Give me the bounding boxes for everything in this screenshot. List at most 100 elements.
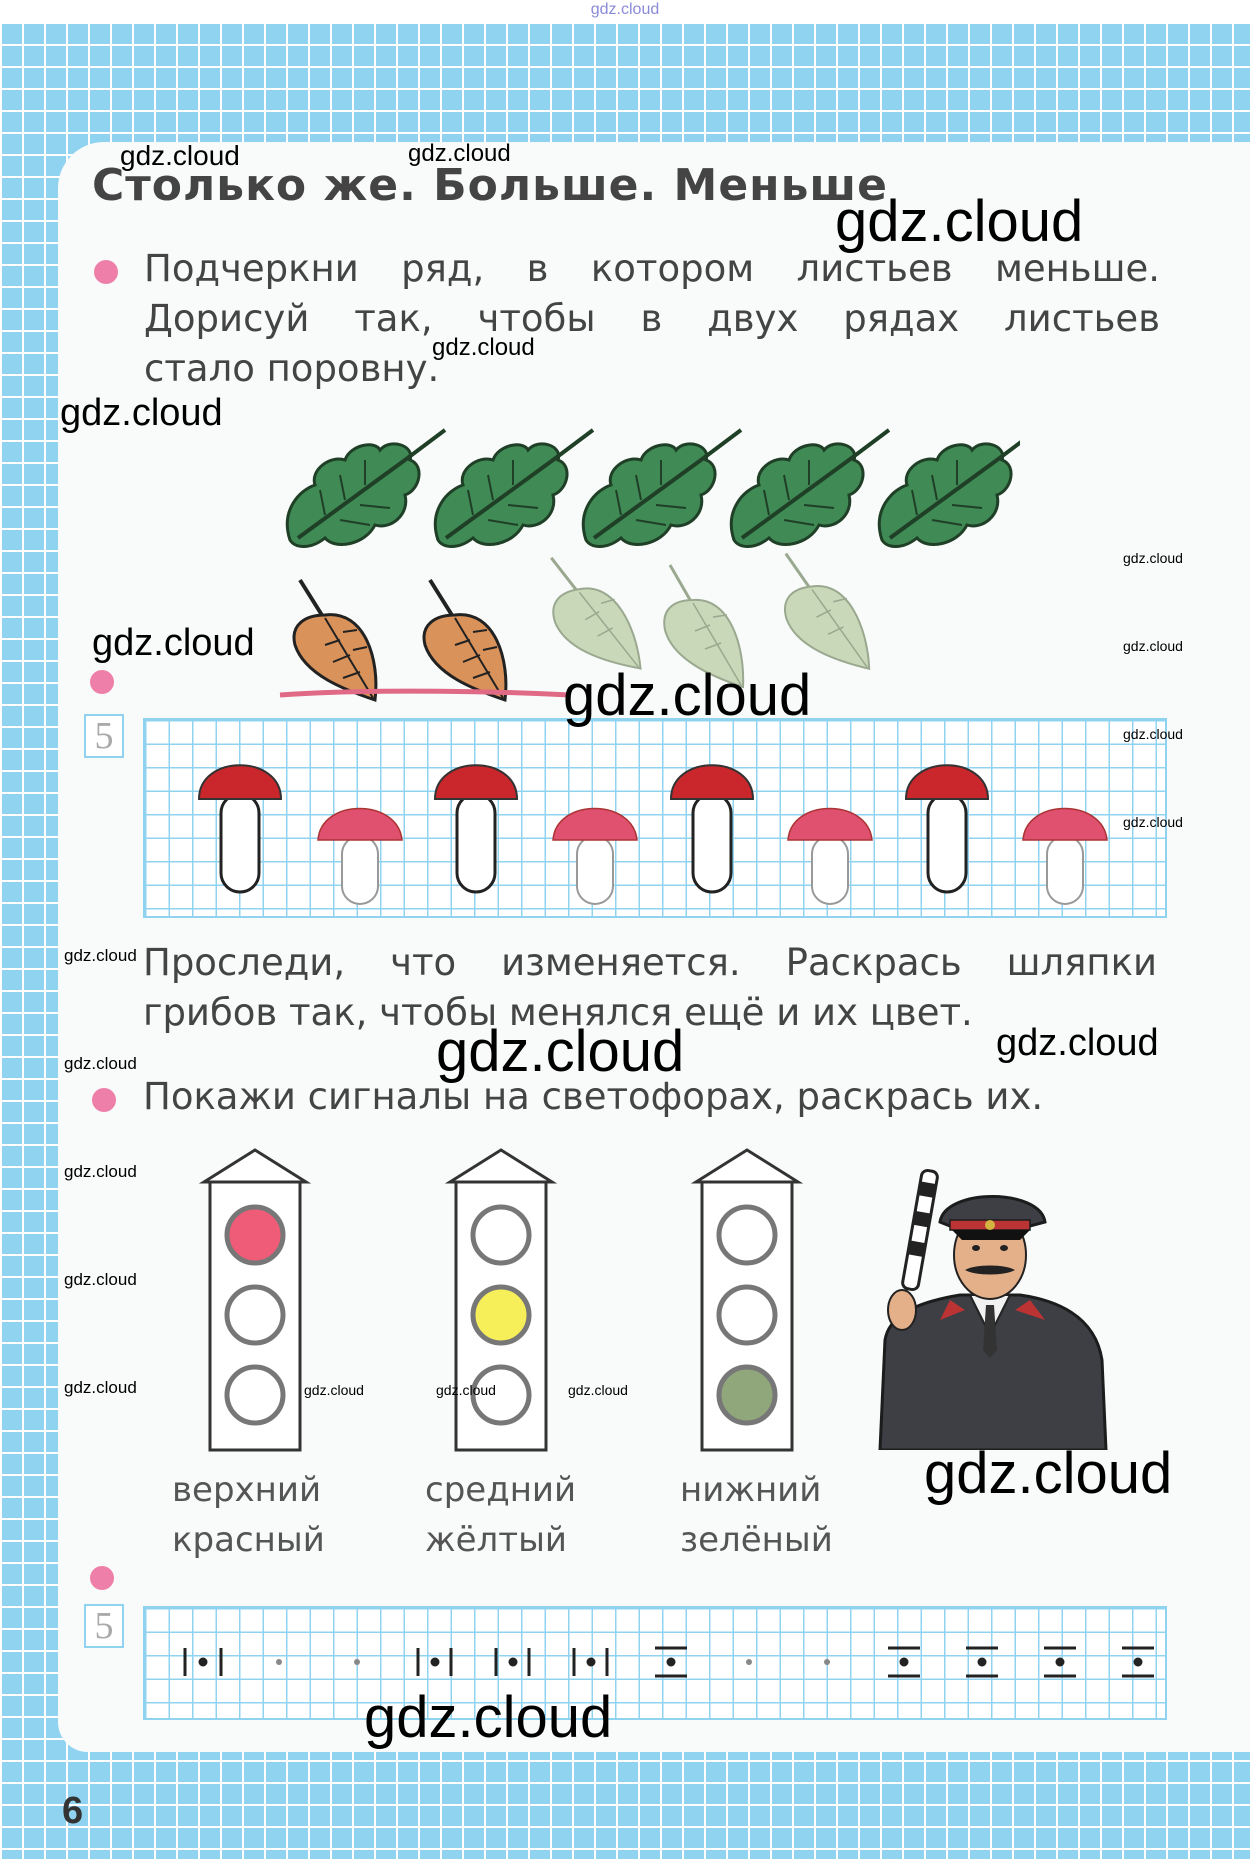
watermark: gdz.cloud	[1123, 814, 1183, 830]
task2-text: Проследи, что изменяется. Раскрась шляпк…	[143, 938, 1157, 1038]
pattern-element	[1044, 1646, 1076, 1678]
task1-text: Подчеркни ряд, в котором листьев меньше.…	[144, 244, 1160, 394]
oak-leaf	[729, 428, 891, 549]
oak-leaf	[581, 428, 743, 549]
bullet-grid2	[90, 1566, 114, 1590]
bullet-grid1	[90, 670, 114, 694]
mushrooms-row	[197, 763, 1108, 905]
page-number: 6	[62, 1790, 84, 1832]
watermark: gdz.cloud	[996, 1022, 1159, 1064]
mushroom-grid	[143, 718, 1167, 918]
officer-cap	[938, 1195, 1047, 1228]
lamp-top	[716, 1204, 778, 1266]
lamp-top	[470, 1204, 532, 1266]
task2-line-2: грибов так, чтобы менялся ещё и их цвет.	[143, 991, 973, 1034]
watermark: gdz.cloud	[1123, 638, 1183, 654]
traffic-light-3	[690, 1148, 804, 1452]
traffic-baton	[901, 1168, 939, 1292]
red-mushroom	[197, 763, 283, 894]
lamp-middle	[716, 1284, 778, 1346]
pattern-element	[572, 1648, 609, 1676]
writing-grid	[143, 1606, 1167, 1720]
header-watermark: gdz.cloud	[0, 0, 1250, 22]
pattern-element	[276, 1659, 282, 1665]
pattern-element	[416, 1648, 453, 1676]
bullet-task3	[92, 1088, 116, 1112]
pattern-element	[354, 1659, 360, 1665]
page-title: Столько же. Больше. Меньше	[92, 160, 888, 211]
traffic-light-2	[444, 1148, 558, 1452]
watermark: gdz.cloud	[64, 1054, 137, 1073]
caption-light-1-line-2: красный	[172, 1520, 325, 1560]
watermark: gdz.cloud	[436, 1382, 496, 1398]
task1-line-3: стало поровну.	[144, 347, 440, 390]
lamp-top	[224, 1204, 286, 1266]
lamp-middle	[224, 1284, 286, 1346]
caption-light-1-line-1: верхний	[172, 1470, 322, 1510]
watermark: gdz.cloud	[436, 1019, 685, 1084]
watermark: gdz.cloud	[64, 1270, 137, 1289]
caption-light-2: средний жёлтый	[425, 1465, 576, 1565]
watermark: gdz.cloud	[432, 334, 535, 361]
caption-light-2-line-1: средний	[425, 1470, 577, 1510]
pink-mushroom	[1022, 807, 1108, 905]
caption-light-1: верхний красный	[172, 1465, 325, 1565]
pink-mushroom	[552, 807, 638, 905]
orange-leaf	[422, 578, 508, 702]
officer-hand	[887, 1289, 917, 1331]
red-mushroom	[433, 763, 519, 894]
lamp-middle	[470, 1284, 532, 1346]
cell-number-1: 5	[84, 714, 124, 758]
watermark: gdz.cloud	[568, 1382, 628, 1398]
lamp-bottom	[224, 1364, 286, 1426]
oak-leaf	[433, 428, 595, 549]
caption-light-3-line-2: зелёный	[680, 1520, 833, 1560]
task2-line-1: Проследи, что изменяется. Раскрась шляпк…	[143, 941, 1157, 984]
pattern-element	[824, 1659, 830, 1665]
caption-light-3: нижний зелёный	[680, 1465, 833, 1565]
pale-leaf	[544, 546, 643, 681]
pattern-element	[1122, 1646, 1154, 1678]
watermark: gdz.cloud	[64, 946, 137, 965]
watermark: gdz.cloud	[408, 140, 511, 167]
task1-line-2: Дорисуй так, чтобы в двух рядах листьев	[144, 297, 1160, 340]
watermark: gdz.cloud	[120, 140, 240, 171]
caption-light-3-line-1: нижний	[680, 1470, 822, 1510]
watermark: gdz.cloud	[92, 622, 255, 664]
oak-leaf	[877, 428, 1020, 549]
pattern-element	[183, 1648, 223, 1676]
traffic-officer-illustration	[878, 1168, 1108, 1450]
page-sheet	[58, 142, 1250, 1752]
watermark: gdz.cloud	[1123, 550, 1183, 566]
task3-text: Покажи сигналы на светофорах, раскрась и…	[143, 1075, 1044, 1118]
watermark: gdz.cloud	[1123, 726, 1183, 742]
watermark: gdz.cloud	[364, 1685, 613, 1750]
pink-mushroom	[787, 807, 873, 905]
lamp-bottom	[470, 1364, 532, 1426]
oak-leaf	[285, 428, 447, 549]
bullet-task1	[94, 260, 118, 284]
lamp-bottom	[716, 1364, 778, 1426]
pattern-element	[966, 1646, 998, 1678]
underline-mark	[279, 688, 571, 698]
pink-mushroom	[317, 807, 403, 905]
leaves-illustration	[279, 428, 1020, 702]
watermark: gdz.cloud	[64, 1378, 137, 1397]
traffic-light-1	[198, 1148, 312, 1452]
watermark: gdz.cloud	[835, 189, 1084, 254]
orange-leaf	[292, 578, 378, 702]
caption-light-2-line-2: жёлтый	[425, 1520, 568, 1560]
pattern-element	[888, 1646, 920, 1678]
watermark: gdz.cloud	[304, 1382, 364, 1398]
watermark: gdz.cloud	[563, 663, 812, 728]
pattern-row	[183, 1646, 1154, 1678]
pattern-element	[746, 1659, 752, 1665]
pale-leaf	[778, 545, 871, 678]
traffic-lights	[198, 1148, 804, 1452]
watermark: gdz.cloud	[924, 1441, 1173, 1506]
red-mushroom	[904, 763, 990, 894]
cell-number-2: 5	[84, 1604, 124, 1648]
red-mushroom	[669, 763, 755, 894]
pattern-element	[655, 1646, 687, 1678]
task1-line-1: Подчеркни ряд, в котором листьев меньше.	[144, 247, 1160, 290]
